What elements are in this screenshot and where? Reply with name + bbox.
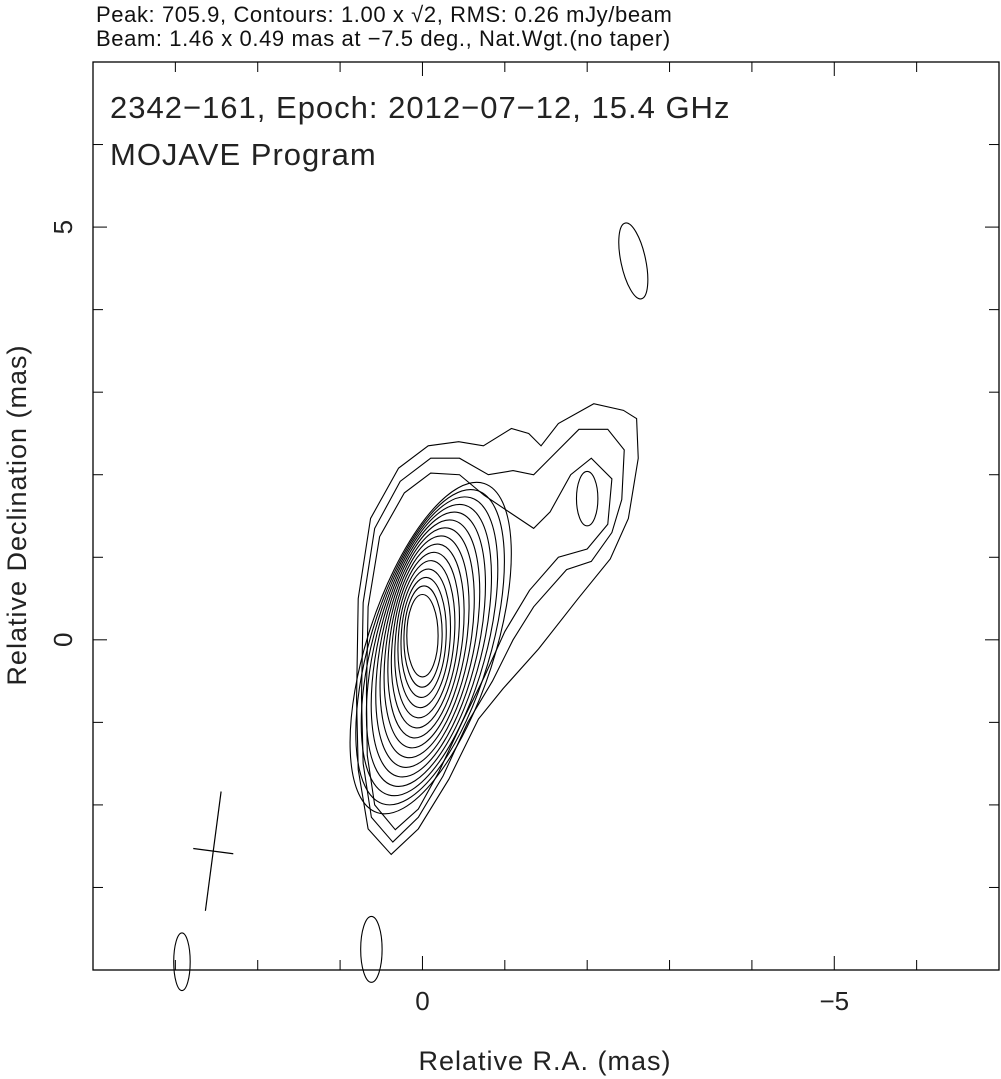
core-contour [397, 568, 452, 709]
jet-component-contour [575, 470, 599, 527]
contour-level [360, 428, 625, 843]
core-contour [360, 496, 499, 797]
plot-title: 2342−161, Epoch: 2012−07−12, 15.4 GHz [110, 90, 730, 125]
header-line-2: Beam: 1.46 x 0.49 mas at −7.5 deg., Nat.… [96, 26, 671, 51]
core-contour [394, 560, 456, 719]
isolated-component-contour [173, 932, 191, 992]
core-contour [390, 551, 460, 729]
contours [173, 222, 649, 992]
isolated-component-contour [618, 222, 649, 300]
core-contour [375, 519, 481, 768]
isolated-component-contour [360, 915, 383, 983]
y-tick-label: 5 [48, 220, 78, 234]
x-tick-label: −5 [819, 986, 849, 1016]
y-tick-label: 0 [48, 633, 78, 647]
plot-subtitle: MOJAVE Program [110, 137, 377, 172]
core-contour [400, 576, 447, 698]
header-line-1: Peak: 705.9, Contours: 1.00 x √2, RMS: 0… [96, 2, 673, 27]
core-contour [349, 481, 512, 815]
core-contour [383, 535, 470, 749]
axis-ticks [92, 61, 1000, 971]
beam-minor-axis [193, 847, 234, 855]
y-axis-label: Relative Declination (mas) [2, 344, 32, 685]
beam-cross [193, 791, 234, 911]
core-contour [365, 503, 493, 787]
core-contour [406, 593, 439, 678]
core-contour [403, 585, 443, 688]
contour-level [356, 403, 639, 856]
core-contour [387, 543, 465, 739]
plot-frame [92, 61, 1000, 971]
core-contour [355, 488, 505, 806]
x-tick-label: 0 [415, 986, 429, 1016]
contour-level [365, 457, 613, 831]
core-contour [379, 527, 475, 759]
core-contour [370, 511, 487, 778]
x-axis-label: Relative R.A. (mas) [418, 1046, 671, 1076]
